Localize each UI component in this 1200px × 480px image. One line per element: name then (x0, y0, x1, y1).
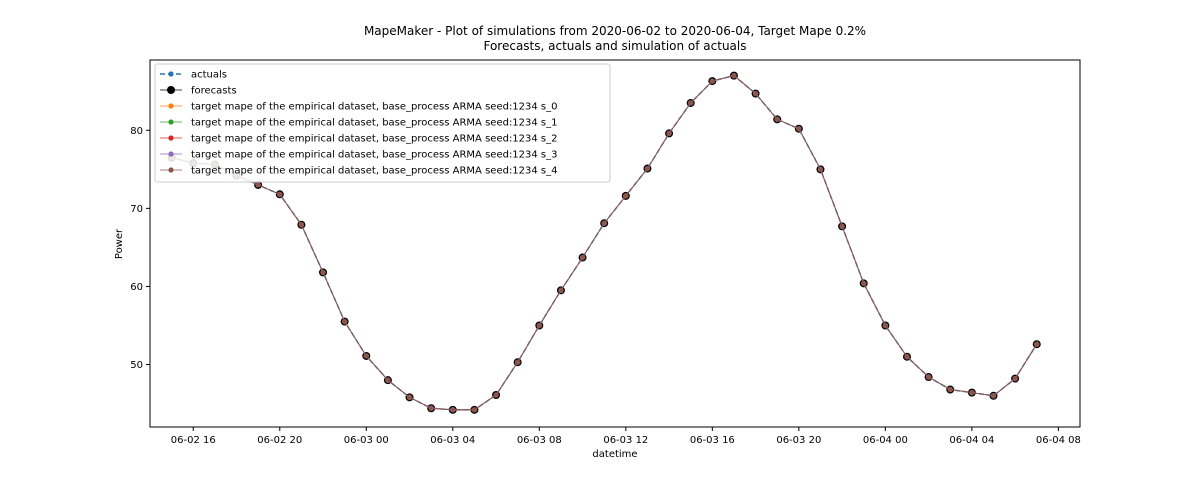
legend-box (154, 63, 611, 183)
chart-subtitle: Forecasts, actuals and simulation of act… (483, 39, 746, 53)
data-point (363, 353, 369, 359)
data-point (666, 130, 672, 136)
legend-swatch-marker (168, 167, 174, 173)
y-tick-label: 80 (130, 126, 143, 137)
data-point (385, 377, 391, 383)
legend-label: target mape of the empirical dataset, ba… (191, 166, 558, 177)
data-point (688, 100, 694, 106)
data-point (579, 254, 586, 261)
legend-item: forecasts (160, 86, 237, 97)
x-tick-label: 06-02 16 (171, 435, 216, 446)
data-point (731, 73, 737, 79)
data-point (752, 90, 759, 97)
data-point (1012, 375, 1018, 382)
legend-swatch-marker (168, 103, 174, 109)
data-point (904, 354, 910, 360)
x-axis-label: datetime (592, 449, 637, 460)
data-point (1034, 341, 1040, 347)
data-point (774, 116, 780, 122)
data-point (558, 287, 564, 293)
legend-item: target mape of the empirical dataset, ba… (160, 166, 558, 177)
legend-item: actuals (160, 70, 227, 81)
legend-swatch-marker (167, 86, 175, 94)
data-point (969, 390, 975, 396)
plot-frame (149, 59, 1081, 428)
data-point (450, 407, 456, 413)
data-point (255, 182, 261, 188)
data-point (601, 220, 607, 226)
data-point (796, 126, 802, 132)
legend-item: target mape of the empirical dataset, ba… (160, 118, 558, 129)
data-point (709, 78, 715, 84)
x-tick-label: 06-03 04 (430, 435, 475, 446)
legend-swatch-marker (168, 135, 174, 141)
y-axis: 50 60 70 80 (130, 126, 150, 371)
x-tick-label: 06-04 04 (949, 435, 994, 446)
x-tick-label: 06-02 20 (257, 435, 302, 446)
legend-label: forecasts (191, 86, 237, 97)
data-point (406, 394, 413, 400)
x-tick-label: 06-04 00 (863, 435, 908, 446)
data-point (839, 223, 845, 229)
data-point (320, 269, 326, 275)
x-tick-label: 06-03 20 (776, 435, 821, 446)
legend-item: target mape of the empirical dataset, ba… (160, 150, 558, 161)
y-tick-label: 50 (130, 360, 143, 371)
x-tick-label: 06-03 00 (344, 435, 389, 446)
legend-swatch-marker (168, 119, 174, 125)
data-point (298, 222, 304, 228)
data-point (471, 407, 478, 413)
y-axis-label: Power (114, 228, 125, 259)
legend-label: target mape of the empirical dataset, ba… (191, 102, 558, 113)
legend: actuals forecasts target mape of the empir… (154, 63, 611, 183)
legend-label: actuals (191, 70, 227, 81)
data-point (277, 191, 283, 197)
x-axis: 06-02 16 06-02 20 06-03 00 06-03 04 06-03 08… (171, 427, 1081, 446)
data-point (623, 193, 629, 199)
y-tick-label: 60 (130, 282, 143, 293)
data-point (536, 322, 542, 329)
chart-title: MapeMaker - Plot of simulations from 202… (364, 24, 866, 38)
data-point (990, 393, 997, 399)
legend-label: target mape of the empirical dataset, ba… (191, 150, 558, 161)
data-point (342, 318, 348, 325)
series-6 (169, 73, 1040, 413)
x-tick-label: 06-03 16 (690, 435, 735, 446)
data-point (882, 322, 888, 329)
data-point (947, 386, 953, 393)
x-tick-label: 06-03 12 (603, 435, 648, 446)
legend-item: target mape of the empirical dataset, ba… (160, 102, 558, 113)
x-tick-label: 06-04 08 (1036, 435, 1081, 446)
data-point (926, 374, 932, 380)
data-point (428, 405, 434, 411)
legend-label: target mape of the empirical dataset, ba… (191, 134, 558, 145)
data-point (493, 392, 499, 398)
data-point (861, 280, 867, 286)
x-tick-label: 06-03 08 (517, 435, 562, 446)
legend-item: target mape of the empirical dataset, ba… (160, 134, 558, 145)
data-point (515, 359, 521, 365)
y-tick-label: 70 (130, 204, 143, 215)
data-point (644, 165, 651, 172)
legend-swatch-marker (168, 71, 174, 77)
data-point (817, 166, 824, 172)
legend-swatch-marker (168, 151, 174, 157)
legend-label: target mape of the empirical dataset, ba… (191, 118, 558, 129)
